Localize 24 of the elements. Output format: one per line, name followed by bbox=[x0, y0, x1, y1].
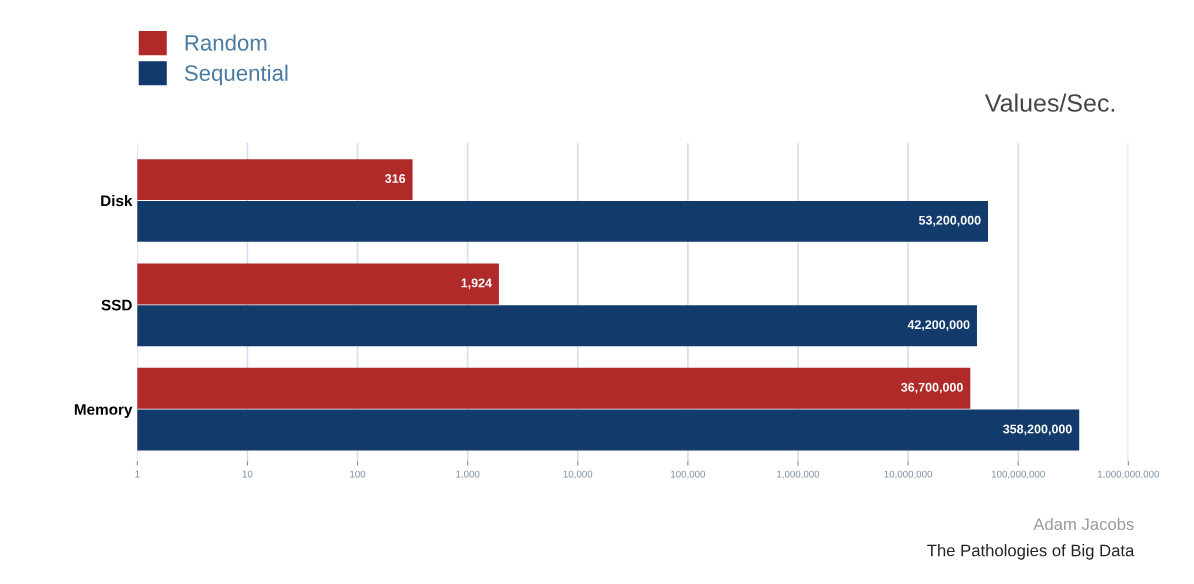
x-tick-label: 10,000 bbox=[563, 470, 593, 479]
data-label: 316 bbox=[385, 174, 406, 183]
y-tick-label: Disk bbox=[101, 194, 133, 207]
x-tick-label: 10 bbox=[242, 470, 253, 478]
x-tick-label: 100,000,000 bbox=[991, 470, 1045, 479]
data-label: 53,200,000 bbox=[918, 215, 981, 227]
x-tick-label: 1 bbox=[135, 470, 140, 478]
x-tick-label: 100 bbox=[350, 470, 366, 478]
data-label: 36,700,000 bbox=[901, 382, 963, 394]
x-tick-label: 10,000,000 bbox=[884, 470, 933, 479]
y-tick-label: Memory bbox=[74, 404, 133, 418]
data-label: 1,924 bbox=[461, 278, 492, 290]
x-tick-label: 1,000,000,000 bbox=[1097, 470, 1160, 479]
x-tick-label: 100,000 bbox=[671, 470, 706, 479]
y-tick-label: SSD bbox=[101, 299, 132, 311]
legend-label: Sequential bbox=[184, 64, 288, 86]
x-tick-label: 1,000 bbox=[456, 470, 480, 479]
legend-label: Random bbox=[185, 34, 267, 51]
data-label: 42,200,000 bbox=[907, 320, 970, 331]
text: Adam Jacobs bbox=[1033, 517, 1134, 531]
chart-title: Values/Sec. bbox=[984, 93, 1115, 112]
text: The Pathologies of Big Data bbox=[927, 544, 1135, 560]
x-tick-label: 1,000,000 bbox=[777, 470, 820, 479]
data-label: 358,200,000 bbox=[1003, 424, 1072, 436]
